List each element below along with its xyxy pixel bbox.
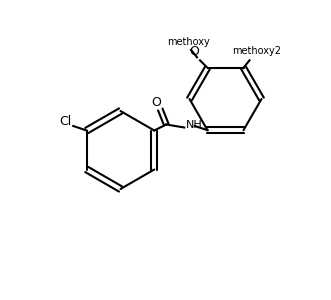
Text: Cl: Cl	[60, 115, 72, 128]
Text: O: O	[189, 45, 199, 58]
Text: O: O	[151, 95, 161, 109]
Text: methoxy2: methoxy2	[232, 46, 281, 56]
Text: methoxy: methoxy	[166, 37, 210, 47]
Text: NH: NH	[186, 119, 203, 130]
